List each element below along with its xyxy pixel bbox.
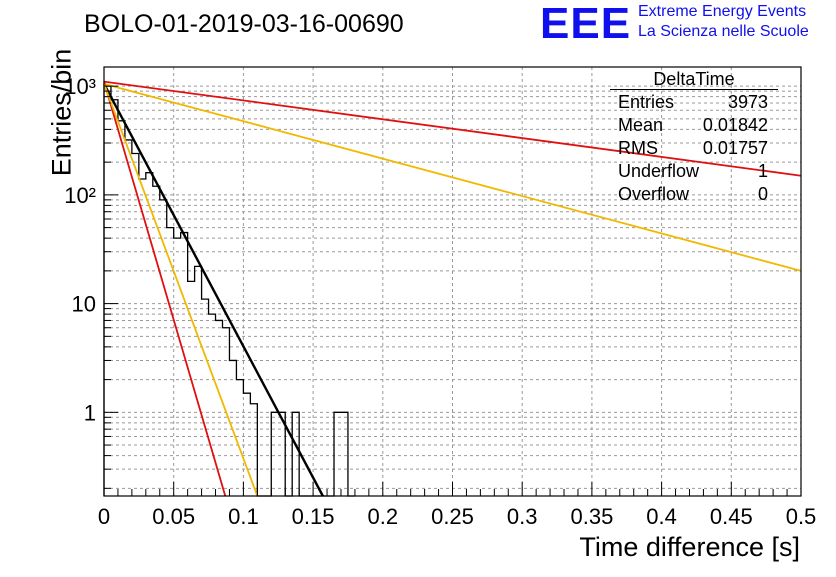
stats-title: DeltaTime xyxy=(610,69,778,90)
x-tick-label: 0.2 xyxy=(368,504,399,529)
stats-value: 1 xyxy=(757,161,768,181)
stats-row: Mean 0.01842 xyxy=(610,114,778,137)
fit-line xyxy=(103,83,259,497)
x-tick-label: 0 xyxy=(98,504,110,529)
logo-line-2: La Scienza nelle Scuole xyxy=(638,23,809,40)
logo-caption: Extreme Energy Events La Scienza nelle S… xyxy=(638,2,809,42)
stats-label: RMS xyxy=(618,138,658,158)
stats-row: RMS 0.01757 xyxy=(610,137,778,160)
histogram-outline xyxy=(103,85,355,497)
histogram xyxy=(103,85,355,497)
fit-lines xyxy=(102,80,802,497)
stats-label: Entries xyxy=(618,92,675,112)
x-tick-label: 0.3 xyxy=(507,504,538,529)
y-tick-label: 10² xyxy=(64,183,96,208)
fit-line xyxy=(103,81,227,497)
x-tick-label: 0.05 xyxy=(152,504,195,529)
stats-label: Underflow xyxy=(618,161,700,181)
stats-label: Overflow xyxy=(618,184,690,204)
y-axis-label: Entries/bin xyxy=(46,48,77,177)
x-tick-label: 0.45 xyxy=(710,504,753,529)
fit-line xyxy=(102,83,324,497)
stats-row: Overflow 0 xyxy=(610,183,778,206)
x-axis-label: Time difference [s] xyxy=(579,532,800,562)
chart-title: BOLO-01-2019-03-16-00690 xyxy=(84,10,404,38)
stats-value: 0.01842 xyxy=(702,115,768,135)
y-tick-label: 10³ xyxy=(64,74,96,99)
stats-row: Underflow 1 xyxy=(610,160,778,183)
stats-value: 0 xyxy=(757,184,768,204)
x-tick-label: 0.25 xyxy=(431,504,474,529)
x-tick-label: 0.35 xyxy=(570,504,613,529)
stats-row: Entries 3973 xyxy=(610,91,778,114)
y-tick-label: 1 xyxy=(84,400,96,425)
grid-lines xyxy=(104,67,801,496)
fit-line xyxy=(103,80,802,177)
logo-line-1: Extreme Energy Events xyxy=(638,3,807,20)
eee-logo: EEE xyxy=(540,0,632,48)
stats-value: 3973 xyxy=(727,92,768,112)
x-tick-label: 0.5 xyxy=(786,504,817,529)
y-tick-label: 10 xyxy=(72,292,96,317)
x-tick-label: 0.4 xyxy=(646,504,677,529)
tick-labels: 0 0.05 0.1 0.15 0.2 0.25 0.3 0.35 0.4 0.45 0.51101… xyxy=(64,74,816,529)
x-tick-label: 0.15 xyxy=(292,504,335,529)
stats-value: 0.01757 xyxy=(702,138,768,158)
x-tick-label: 0.1 xyxy=(228,504,259,529)
stats-label: Mean xyxy=(618,115,664,135)
fit-line xyxy=(103,82,802,272)
stats-box: DeltaTime Entries 3973 Mean 0.01842 RMS 0.0… xyxy=(610,69,778,206)
axis-ticks xyxy=(103,85,802,496)
